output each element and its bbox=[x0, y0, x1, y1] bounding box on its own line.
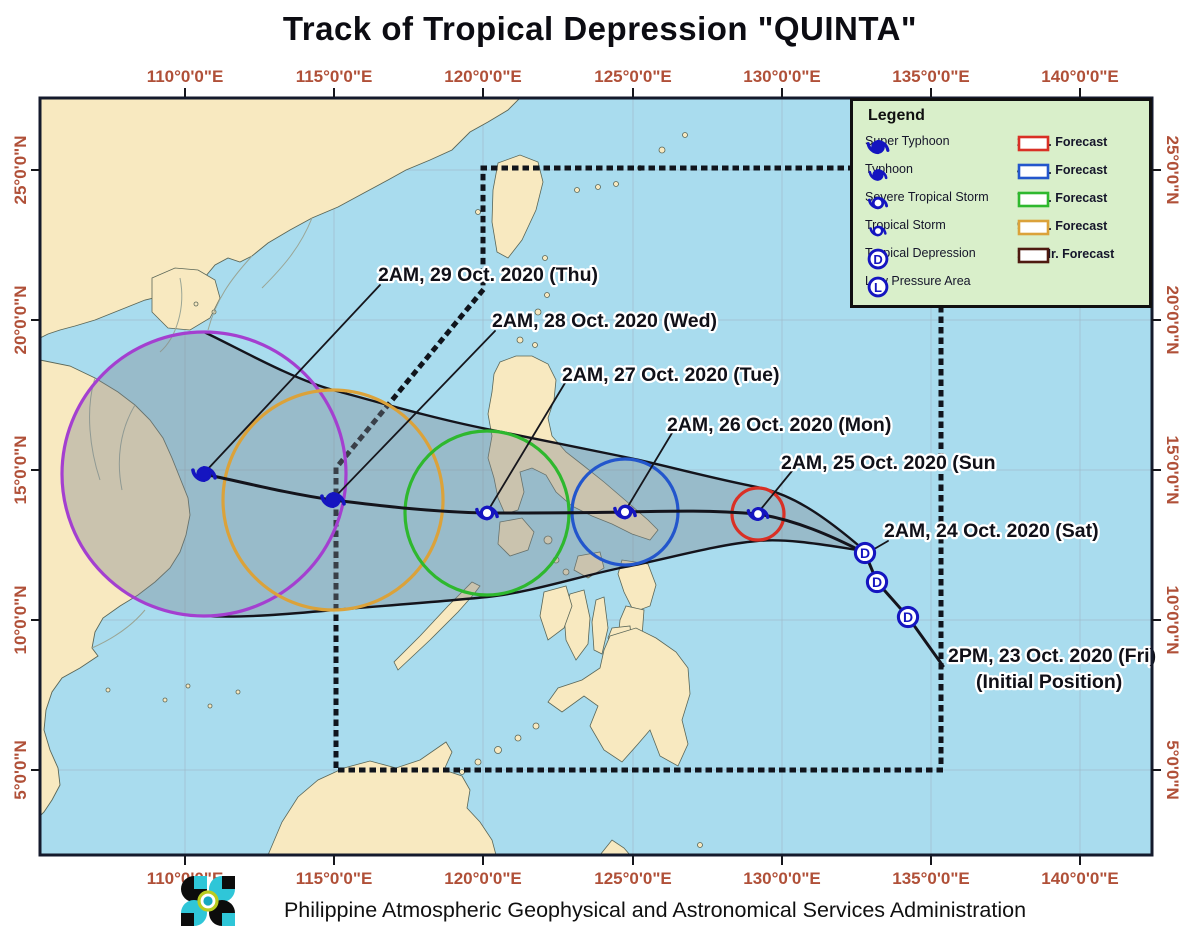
landmasses bbox=[39, 97, 703, 856]
lon-label-bottom-130e: 130°0'0"E bbox=[743, 869, 821, 888]
track-label-23oct: 2PM, 23 Oct. 2020 (Fri) bbox=[948, 645, 1156, 667]
lat-label-left-15n: 15°0'0"N bbox=[11, 436, 30, 505]
legend-title: Legend bbox=[868, 107, 925, 124]
island-samar bbox=[617, 559, 657, 613]
96hr-forecast-swatch bbox=[1017, 219, 1050, 236]
tropical-depression-icon bbox=[867, 248, 889, 270]
lon-label-bottom-120e: 120°0'0"E bbox=[444, 869, 522, 888]
lat-label-left-25n: 25°0'0"N bbox=[11, 136, 30, 205]
lon-label-top-135e: 135°0'0"E bbox=[892, 67, 970, 86]
par-boundary bbox=[333, 165, 944, 773]
120hr-forecast-swatch bbox=[1017, 247, 1050, 264]
lon-label-bottom-125e: 125°0'0"E bbox=[594, 869, 672, 888]
forecast-circle-96hr bbox=[221, 388, 445, 612]
lon-label-bottom-140e: 140°0'0"E bbox=[1041, 869, 1119, 888]
island-hainan bbox=[151, 267, 221, 331]
48hr-forecast-swatch bbox=[1017, 163, 1050, 180]
lon-label-top-125e: 125°0'0"E bbox=[594, 67, 672, 86]
lat-label-right-25n: 25°0'0"N bbox=[1163, 136, 1182, 205]
legend-item-severe-tropical-storm: Severe Tropical Storm bbox=[865, 190, 989, 210]
track-label-26oct: 2AM, 26 Oct. 2020 (Mon) bbox=[667, 414, 891, 436]
island-mindoro bbox=[497, 517, 535, 557]
typhoon-icon bbox=[868, 168, 888, 182]
lon-label-top-130e: 130°0'0"E bbox=[743, 67, 821, 86]
legend-item-96hr-forecast: 96-Hr. Forecast bbox=[1017, 219, 1107, 236]
legend-item-tropical-depression: Tropical Depression bbox=[865, 246, 976, 270]
legend-box: Legend Super Typhoon Typhoon Severe Trop… bbox=[850, 98, 1152, 308]
map-frame bbox=[38, 96, 1154, 857]
lon-label-top-140e: 140°0'0"E bbox=[1041, 67, 1119, 86]
pagasa-logo bbox=[181, 876, 235, 926]
track-label-24oct: 2AM, 24 Oct. 2020 (Sat) bbox=[884, 520, 1099, 542]
td-marker-23oct-8pm bbox=[896, 605, 920, 629]
lat-label-left-5n: 5°0'0"N bbox=[11, 740, 30, 800]
island-taiwan bbox=[491, 154, 544, 259]
lat-label-left-10n: 10°0'0"N bbox=[11, 586, 30, 655]
legend-item-label: Severe Tropical Storm bbox=[865, 190, 989, 204]
lon-label-bottom-135e: 135°0'0"E bbox=[892, 869, 970, 888]
legend-item-label: Low Pressure Area bbox=[865, 274, 971, 288]
lat-label-right-10n: 10°0'0"N bbox=[1163, 586, 1182, 655]
legend-item-24hr-forecast: 24-Hr. Forecast bbox=[1017, 135, 1107, 152]
forecast-circle-24hr bbox=[730, 486, 786, 542]
lon-label-top-110e: 110°0'0"E bbox=[147, 67, 224, 86]
lon-label-bottom-115e: 115°0'0"E bbox=[296, 869, 373, 888]
footer-agency-name: Philippine Atmospheric Geophysical and A… bbox=[283, 898, 1027, 922]
legend-item-typhoon: Typhoon bbox=[865, 162, 913, 182]
page-title: Track of Tropical Depression "QUINTA" bbox=[282, 10, 918, 47]
small-islands bbox=[105, 132, 703, 848]
lat-label-right-15n: 15°0'0"N bbox=[1163, 436, 1182, 505]
island-mindanao bbox=[547, 627, 691, 767]
td-marker-24oct bbox=[853, 541, 877, 565]
super-typhoon-icon bbox=[866, 139, 890, 155]
forecast-circle-120hr bbox=[60, 330, 348, 618]
island-panay bbox=[539, 585, 573, 641]
lat-label-left-20n: 20°0'0"N bbox=[11, 286, 30, 355]
legend-item-super-typhoon: Super Typhoon bbox=[865, 134, 950, 155]
island-luzon bbox=[487, 355, 659, 541]
axis-ticks bbox=[31, 88, 1161, 865]
land-vietnam-indochina bbox=[39, 359, 191, 818]
severe-tropical-storm-icon bbox=[867, 196, 889, 210]
lon-label-top-120e: 120°0'0"E bbox=[444, 67, 522, 86]
legend-item-72hr-forecast: 72-Hr. Forecast bbox=[1017, 191, 1107, 208]
track-label-28oct: 2AM, 28 Oct. 2020 (Wed) bbox=[492, 310, 717, 332]
lat-label-right-5n: 5°0'0"N bbox=[1163, 740, 1182, 800]
track-label-27oct: 2AM, 27 Oct. 2020 (Tue) bbox=[562, 364, 779, 386]
legend-item-48hr-forecast: 48-Hr. Forecast bbox=[1017, 163, 1107, 180]
track-label-25oct: 2AM, 25 Oct. 2020 (Sun bbox=[781, 452, 996, 474]
td-marker-24oct-early bbox=[865, 570, 889, 594]
tropical-storm-icon bbox=[869, 225, 887, 237]
low-pressure-area-icon bbox=[867, 276, 889, 298]
legend-item-tropical-storm: Tropical Storm bbox=[865, 218, 946, 237]
24hr-forecast-swatch bbox=[1017, 135, 1050, 152]
72hr-forecast-swatch bbox=[1017, 191, 1050, 208]
legend-item-low-pressure-area: Low Pressure Area bbox=[865, 274, 971, 298]
legend-item-label: Tropical Storm bbox=[865, 218, 946, 232]
track-date-labels: 2AM, 29 Oct. 2020 (Thu) 2AM, 28 Oct. 202… bbox=[376, 262, 1159, 696]
track-label-29oct: 2AM, 29 Oct. 2020 (Thu) bbox=[378, 264, 598, 286]
lat-label-right-20n: 20°0'0"N bbox=[1163, 286, 1182, 355]
track-label-initial-position: (Initial Position) bbox=[976, 671, 1122, 693]
legend-item-120hr-forecast: 120-Hr. Forecast bbox=[1017, 247, 1114, 264]
legend-item-label: Tropical Depression bbox=[865, 246, 976, 260]
label-pointers bbox=[205, 284, 889, 553]
island-cebu bbox=[591, 596, 609, 655]
lon-label-top-115e: 115°0'0"E bbox=[296, 67, 373, 86]
island-palawan bbox=[393, 581, 481, 671]
